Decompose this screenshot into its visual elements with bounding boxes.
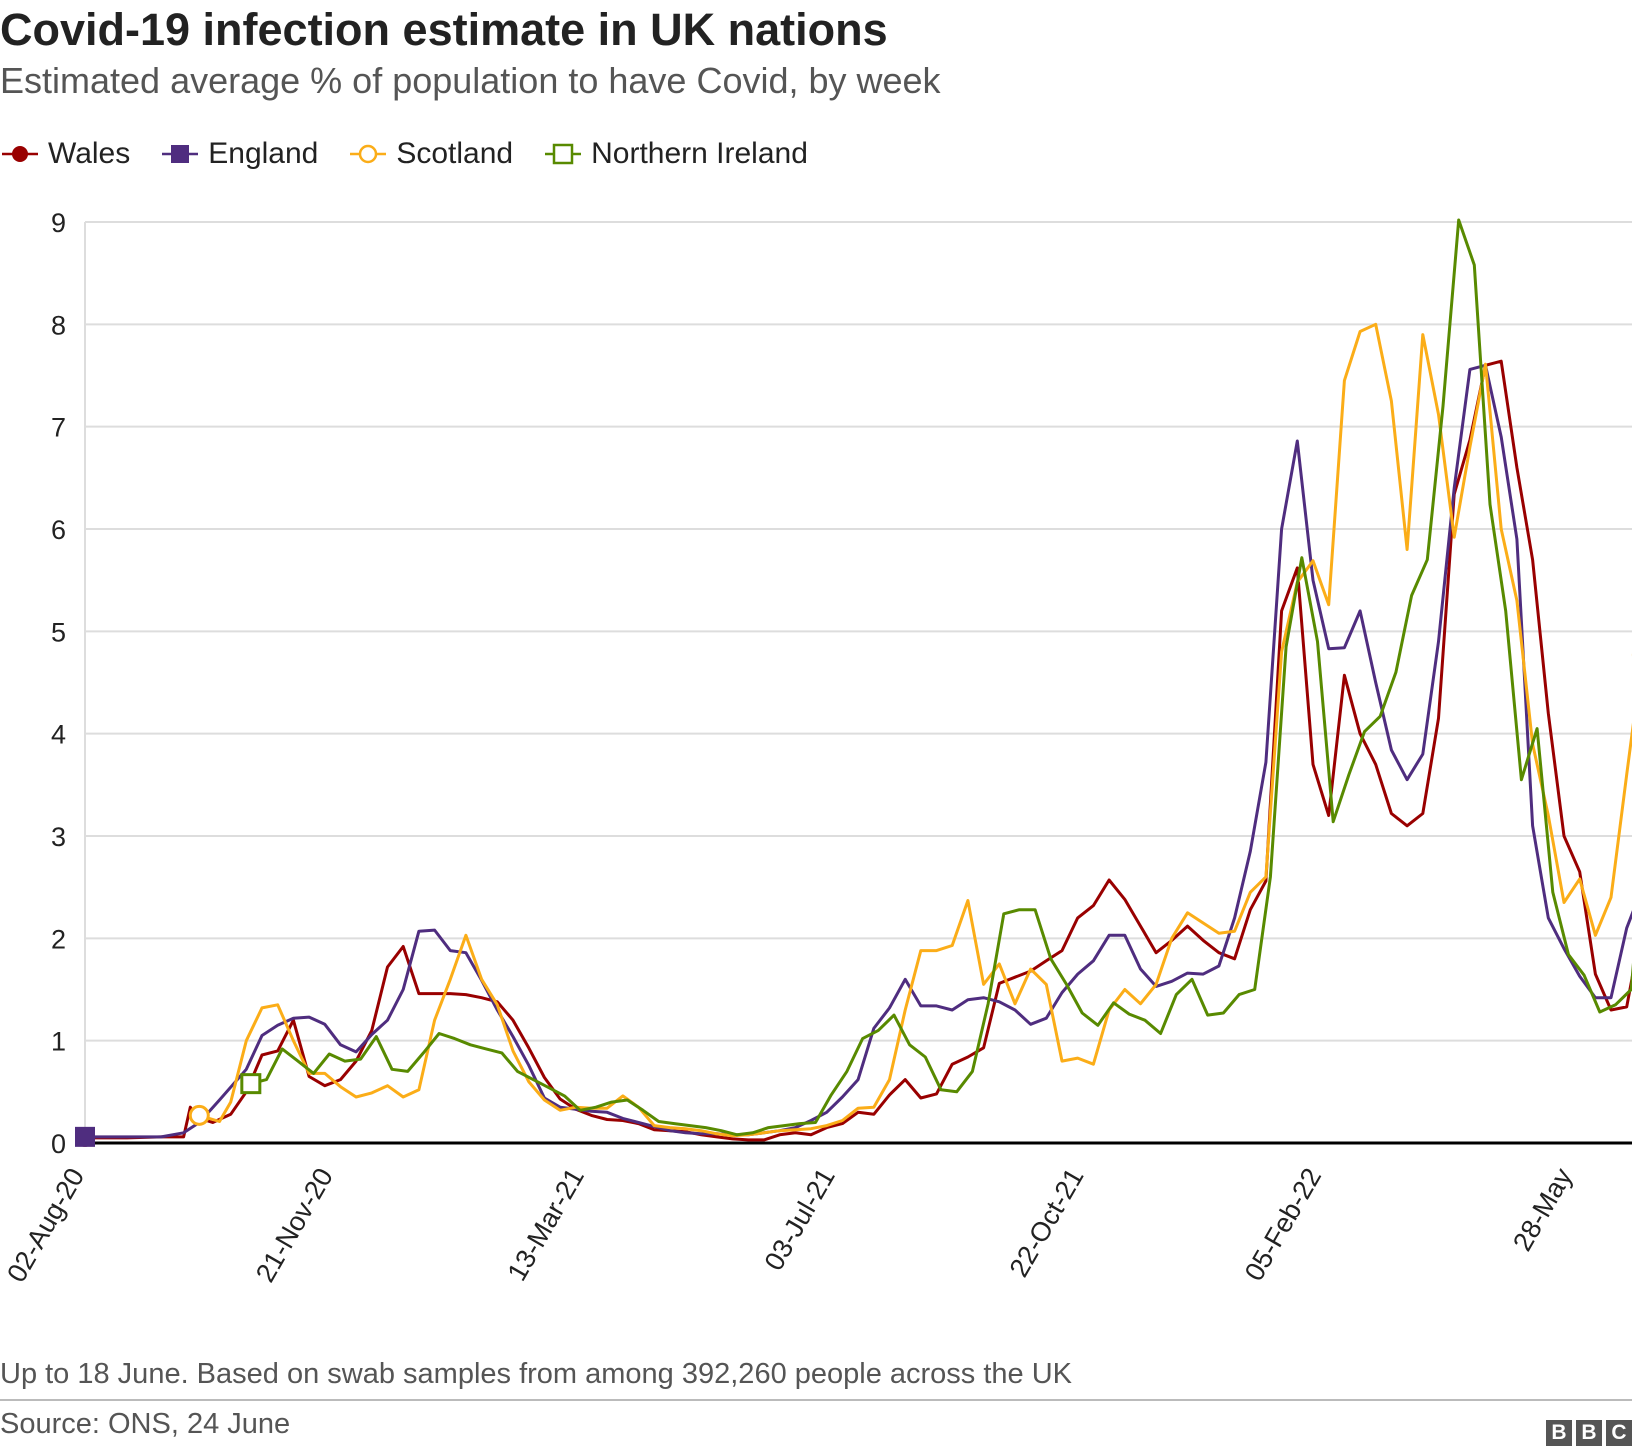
x-tick-label: 03-Jul-21 [759, 1163, 841, 1275]
y-tick-label: 7 [51, 413, 66, 443]
line-chart: 0 1 2 3 4 5 6 7 8 9 02-Aug-20 21-Nov-20 13-Mar-21 03-… [1, 208, 1632, 1287]
y-tick-label: 8 [51, 310, 66, 340]
bbc-logo-letter-1: B [1546, 1420, 1572, 1446]
legend-item-northern-ireland: Northern Ireland [543, 137, 808, 171]
y-tick-label: 0 [51, 1129, 66, 1159]
bbc-logo: B B C [1542, 1420, 1632, 1446]
y-tick-label: 5 [51, 617, 66, 647]
y-tick-label: 3 [51, 822, 66, 852]
chart-title: Covid-19 infection estimate in UK nation… [0, 4, 888, 55]
x-tick-label: 02-Aug-20 [1, 1163, 90, 1287]
legend-label-england: England [208, 137, 319, 170]
legend-label-scotland: Scotland [396, 137, 514, 170]
series-line-northern-ireland [250, 218, 1632, 1137]
legend-marker-england [162, 145, 199, 163]
y-tick-label: 9 [51, 208, 66, 238]
bbc-logo-letter-3: C [1606, 1420, 1632, 1446]
series-marker-northern-ireland-start [240, 1073, 262, 1095]
bbc-logo-letter-2: B [1576, 1420, 1602, 1446]
series-marker-england-start [75, 1126, 95, 1147]
y-tick-label: 1 [51, 1027, 66, 1057]
legend-marker-wales [2, 146, 38, 162]
y-tick-label: 4 [51, 720, 66, 750]
series-line-england [85, 363, 1632, 1139]
x-tick-label: 05-Feb-22 [1239, 1163, 1327, 1286]
legend-item-scotland: Scotland [348, 137, 513, 171]
footer-divider [0, 1399, 1632, 1401]
y-tick-label: 2 [51, 924, 66, 954]
legend-marker-northern-ireland [545, 143, 582, 165]
y-tick-label: 6 [51, 515, 66, 545]
x-tick-label: 13-Mar-21 [502, 1163, 590, 1286]
chart-note: Up to 18 June. Based on swab samples fro… [0, 1358, 1073, 1390]
legend-label-northern-ireland: Northern Ireland [591, 137, 808, 170]
x-tick-label: 21-Nov-20 [250, 1163, 339, 1287]
series-line-wales [85, 359, 1632, 1142]
legend-item-wales: Wales [0, 137, 130, 171]
legend-label-wales: Wales [48, 137, 131, 170]
chart-subtitle: Estimated average % of population to hav… [0, 60, 941, 101]
legend: Wales England Scotland Northern Ireland [0, 134, 838, 174]
series-line-scotland [198, 322, 1632, 1138]
x-tick-label: 28-May [1507, 1163, 1578, 1256]
legend-item-england: England [160, 137, 318, 171]
source-text: Source: ONS, 24 June [0, 1408, 291, 1440]
x-tick-label: 22-Oct-21 [1004, 1163, 1090, 1282]
series-marker-scotland-start [188, 1104, 210, 1126]
legend-marker-scotland [350, 144, 387, 164]
